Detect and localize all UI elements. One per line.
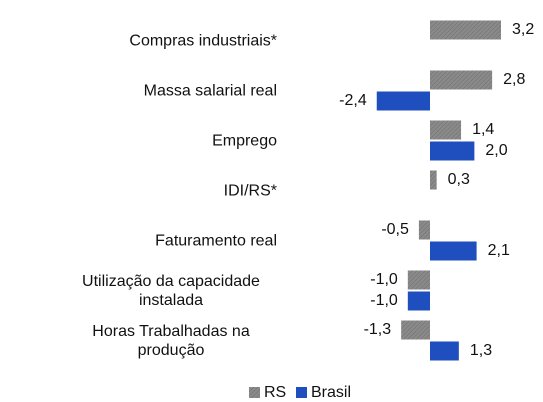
category-label: Massa salarial real	[7, 82, 277, 101]
value-label: -0,5	[381, 221, 409, 238]
category-label: Emprego	[7, 132, 277, 151]
category-label: IDI/RS*	[7, 182, 277, 201]
value-label: 1,4	[472, 121, 494, 138]
bar	[376, 91, 430, 111]
category-text: Horas Trabalhadas na produção	[92, 323, 250, 359]
value-label: 2,1	[488, 242, 510, 259]
category-text: Utilização da capacidade instalada	[82, 273, 260, 309]
category-label: Utilização da capacidade instalada	[7, 272, 277, 310]
category-text: Massa salarial real	[143, 82, 277, 100]
category-label: Faturamento real	[7, 232, 277, 251]
value-label: 2,8	[503, 71, 525, 88]
value-label: 2,0	[485, 142, 507, 159]
value-label: -2,4	[339, 92, 367, 109]
value-label: 0,3	[448, 171, 470, 188]
value-label: -1,0	[370, 271, 398, 288]
bar	[418, 220, 430, 240]
legend-swatch	[296, 387, 307, 398]
category-text: IDI/RS*	[223, 182, 277, 200]
bar	[401, 320, 430, 340]
category-text: Compras industriais*	[129, 32, 277, 50]
category-text: Faturamento real	[155, 232, 277, 250]
value-label: -1,0	[370, 292, 398, 309]
bar	[430, 20, 501, 40]
category-label: Compras industriais*	[7, 32, 277, 51]
bar	[430, 241, 477, 261]
category-label: Horas Trabalhadas na produção	[7, 322, 277, 360]
bar	[407, 291, 430, 311]
value-label: -1,3	[364, 321, 392, 338]
bar	[430, 341, 459, 361]
bar	[430, 141, 475, 161]
legend-swatch	[249, 387, 260, 398]
value-label: 1,3	[470, 342, 492, 359]
bar	[430, 170, 437, 190]
legend-label: RS	[264, 384, 286, 401]
legend-label: Brasil	[311, 384, 351, 401]
value-label: 3,2	[512, 21, 534, 38]
category-text: Emprego	[212, 132, 277, 150]
bar	[407, 270, 430, 290]
bar	[430, 70, 493, 90]
bar	[430, 120, 462, 140]
